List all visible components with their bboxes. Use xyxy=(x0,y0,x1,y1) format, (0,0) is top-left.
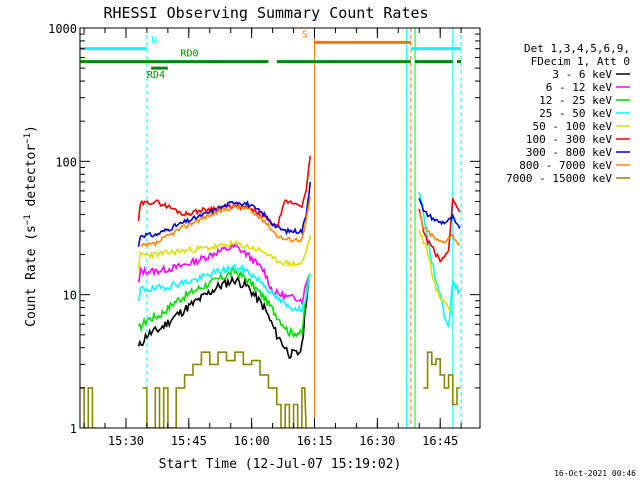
x-tick-label-5: 16:45 xyxy=(422,434,458,448)
series-line-7 xyxy=(140,195,461,248)
legend-label-8: 7000 - 15000 keV xyxy=(506,172,612,185)
y-axis-label-sup1: −1 xyxy=(23,214,33,225)
legend-label-2: 12 - 25 keV xyxy=(539,94,612,107)
x-tick-label-0: 15:30 xyxy=(108,434,144,448)
series-line-1 xyxy=(137,242,310,306)
x-tick-label-4: 16:30 xyxy=(359,434,395,448)
y-axis-label-sup2: −1 xyxy=(23,133,33,144)
chart-title: RHESSI Observing Summary Count Rates xyxy=(103,4,428,22)
x-axis-label: Start Time (12-Jul-07 15:19:02) xyxy=(159,457,402,472)
legend-label-7: 800 - 7000 keV xyxy=(519,159,612,172)
flag-label-n: N xyxy=(151,36,157,47)
series-line-0 xyxy=(137,275,310,360)
series-line-3 xyxy=(137,192,461,329)
flag-label-s: S xyxy=(302,29,308,40)
plot-frame xyxy=(79,27,481,429)
y-tick-label-2: 100 xyxy=(55,155,77,169)
legend-label-1: 6 - 12 keV xyxy=(546,81,613,94)
y-axis-label-end: ) xyxy=(24,125,39,133)
plot-area: N RD0 RD4 S 1 10 100 1000 15:30 15:45 16:00 16:15 16… xyxy=(48,22,481,448)
y-tick-label-0: 1 xyxy=(70,422,77,436)
x-tick-label-2: 16:00 xyxy=(234,434,270,448)
flag-label-rd0: RD0 xyxy=(180,49,198,60)
series-line-4 xyxy=(137,229,452,312)
legend: Det 1,3,4,5,6,9,FDecim 1, Att 03 - 6 keV… xyxy=(506,42,630,185)
legend-label-0: 3 - 6 keV xyxy=(552,68,612,81)
legend-label-5: 100 - 300 keV xyxy=(526,133,612,146)
flag-label-rd4: RD4 xyxy=(147,70,165,81)
x-tick-label-1: 15:45 xyxy=(171,434,207,448)
y-axis-label: Count Rate (s−1 detector−1) xyxy=(23,125,39,327)
legend-label-4: 50 - 100 keV xyxy=(533,120,613,133)
footer-timestamp: 16-Oct-2021 00:46 xyxy=(554,469,636,478)
y-tick-label-3: 1000 xyxy=(48,22,77,36)
y-axis-label-main: Count Rate (s xyxy=(24,225,39,327)
legend-header-0: Det 1,3,4,5,6,9, xyxy=(524,42,630,55)
y-tick-label-1: 10 xyxy=(63,289,77,303)
legend-label-6: 300 - 800 keV xyxy=(526,146,612,159)
y-axis-label-mid: detector xyxy=(24,144,39,215)
legend-header-1: FDecim 1, Att 0 xyxy=(531,55,630,68)
legend-label-3: 25 - 50 keV xyxy=(539,107,612,120)
x-tick-label-3: 16:15 xyxy=(296,434,332,448)
series-line-2 xyxy=(137,266,310,339)
